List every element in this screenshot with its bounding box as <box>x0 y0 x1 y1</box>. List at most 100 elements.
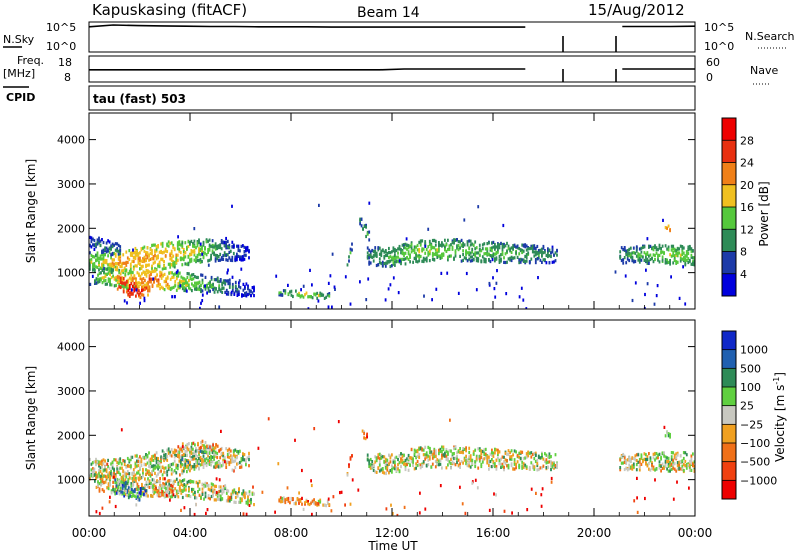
scatter-cell-0 <box>245 249 247 253</box>
scatter-cell-0 <box>245 253 247 257</box>
scatter-cell-0 <box>225 447 228 451</box>
scatter-cell-5 <box>351 242 353 246</box>
scatter-cell-5 <box>178 447 181 451</box>
scatter-cell-0 <box>173 448 176 452</box>
scatter-cell-1 <box>145 284 148 288</box>
scatter-cell-7 <box>545 261 548 265</box>
scatter-cell-3 <box>161 493 163 497</box>
scatter-cell-0 <box>90 474 93 478</box>
scatter-cell-9 <box>634 458 637 462</box>
colorbar-segment <box>722 140 736 163</box>
scatter-cell-7 <box>436 248 439 252</box>
noise-cell <box>530 487 533 491</box>
scatter-cell-8 <box>548 460 551 464</box>
scatter-cell-0 <box>220 239 223 243</box>
scatter-cell-2 <box>131 292 134 296</box>
scatter-cell-7 <box>478 253 481 257</box>
scatter-cell-1 <box>191 273 193 277</box>
scatter-cell-7 <box>481 243 484 247</box>
scatter-cell-8 <box>480 455 483 460</box>
scatter-cell-7 <box>498 246 501 250</box>
scatter-cell-0 <box>140 259 143 263</box>
scatter-cell-0 <box>111 258 114 262</box>
scatter-cell-8 <box>625 249 628 253</box>
scatter-cell-9 <box>629 457 632 461</box>
scatter-cell-8 <box>389 460 392 464</box>
scatter-cell-7 <box>498 243 501 247</box>
scatter-cell-0 <box>195 457 197 461</box>
noise-cell <box>339 491 341 495</box>
scatter-cell-0 <box>149 247 152 251</box>
scatter-cell-0 <box>131 253 134 257</box>
scatter-cell-1 <box>250 294 252 298</box>
scatter-cell-4 <box>316 296 319 300</box>
scatter-cell-8 <box>468 461 471 465</box>
scatter-cell-7 <box>554 259 557 263</box>
noise-cell <box>475 288 478 292</box>
scatter-cell-0 <box>222 458 225 462</box>
scatter-cell-8 <box>459 450 461 454</box>
scatter-cell-8 <box>646 257 649 261</box>
scatter-cell-0 <box>96 251 99 255</box>
scatter-cell-1 <box>215 498 217 502</box>
scatter-cell-8 <box>404 462 407 466</box>
scatter-cell-8 <box>445 448 448 452</box>
scatter-cell-8 <box>646 259 649 263</box>
scatter-cell-8 <box>550 455 552 459</box>
scatter-cell-8 <box>525 452 528 456</box>
scatter-cell-1 <box>207 286 210 290</box>
scatter-cells <box>89 201 695 309</box>
scatter-cell-7 <box>441 244 443 248</box>
scatter-cell-3 <box>114 242 117 246</box>
scatter-cell-8 <box>684 257 687 261</box>
noise-cell <box>267 417 270 421</box>
scatter-cell-0 <box>90 260 93 264</box>
colorbar-segment <box>722 443 736 462</box>
scatter-cell-0 <box>226 448 229 453</box>
scatter-cell-8 <box>489 452 492 456</box>
scatter-cell-0 <box>242 452 244 456</box>
scatter-cell-1 <box>207 487 210 491</box>
scatter-cell-0 <box>134 473 137 477</box>
scatter-cell-1 <box>210 277 213 281</box>
scatter-cell-1 <box>201 278 204 282</box>
scatter-cell-0 <box>222 257 225 261</box>
scatter-cell-3 <box>153 490 156 494</box>
scatter-cell-1 <box>218 485 221 489</box>
scatter-cell-8 <box>484 452 487 456</box>
scatter-cell-2 <box>137 495 139 499</box>
scatter-cell-7 <box>441 242 443 246</box>
scatter-cell-7 <box>530 246 533 250</box>
scatter-cell-1 <box>242 288 245 292</box>
scatter-cell-9 <box>657 453 659 457</box>
scatter-cell-7 <box>413 250 416 254</box>
scatter-cell-0 <box>98 256 100 260</box>
scatter-cell-1 <box>197 275 199 280</box>
scatter-cell-4 <box>181 457 184 461</box>
noise-cell <box>206 508 209 512</box>
noise-cell <box>495 493 497 497</box>
scatter-cell-8 <box>372 464 375 468</box>
noise-cell <box>218 305 221 309</box>
scatter-cell-0 <box>184 460 187 464</box>
scatter-cell-1 <box>207 496 210 500</box>
scatter-cell-1 <box>145 272 148 276</box>
scatter-cell-1 <box>150 481 152 485</box>
scatter-cell-8 <box>453 452 455 456</box>
scatter-cell-7 <box>412 260 414 264</box>
scatter-cell-1 <box>181 282 184 286</box>
scatter-cell-0 <box>146 251 149 256</box>
scatter-cell-7 <box>421 259 424 263</box>
scatter-cell-4 <box>278 291 281 295</box>
scatter-cell-8 <box>497 456 499 460</box>
scatter-cell-0 <box>96 265 99 269</box>
scatter-cell-8 <box>388 462 390 466</box>
scatter-cell-8 <box>655 246 658 250</box>
scatter-cell-0 <box>196 253 199 257</box>
noise-cell <box>644 496 646 501</box>
scatter-cell-1 <box>233 500 236 504</box>
scatter-cell-7 <box>553 253 555 257</box>
scatter-cell-1 <box>201 273 204 277</box>
scatter-cell-1 <box>219 288 222 292</box>
scatter-cell-2 <box>142 293 145 297</box>
